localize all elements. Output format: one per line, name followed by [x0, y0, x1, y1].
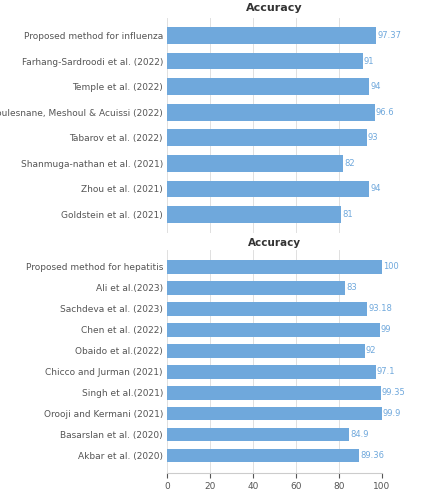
Bar [167, 428, 349, 442]
Title: Accuracy: Accuracy [246, 2, 303, 12]
Bar [167, 365, 376, 378]
Text: 94: 94 [370, 184, 381, 194]
Bar [167, 206, 341, 222]
Bar [167, 53, 362, 70]
Bar [167, 104, 375, 120]
Text: 97.1: 97.1 [377, 367, 395, 376]
Bar [167, 155, 343, 172]
Text: 92: 92 [366, 346, 376, 356]
X-axis label: Accuracy: Accuracy [248, 238, 301, 248]
Bar [167, 130, 367, 146]
Bar [167, 180, 369, 197]
Bar [167, 386, 381, 400]
Text: 84.9: 84.9 [351, 430, 369, 439]
Text: 93: 93 [368, 134, 378, 142]
Bar [167, 281, 345, 294]
Text: 94: 94 [370, 82, 381, 91]
Text: 96.6: 96.6 [376, 108, 395, 116]
Text: 82: 82 [344, 159, 355, 168]
Bar [167, 260, 382, 274]
Bar [167, 344, 365, 358]
Text: 99.35: 99.35 [381, 388, 405, 397]
Text: 97.37: 97.37 [377, 31, 401, 40]
Text: 100: 100 [383, 262, 399, 272]
Bar [167, 407, 382, 420]
Text: 99.9: 99.9 [383, 409, 401, 418]
Bar [167, 28, 376, 44]
Text: 83: 83 [346, 284, 357, 292]
Bar [167, 323, 380, 336]
Bar [167, 78, 369, 95]
Text: 89.36: 89.36 [360, 451, 384, 460]
Text: 91: 91 [364, 56, 374, 66]
Text: 81: 81 [342, 210, 353, 219]
Text: 93.18: 93.18 [368, 304, 392, 314]
Text: 99: 99 [381, 326, 391, 334]
Bar [167, 302, 367, 316]
Bar [167, 449, 359, 462]
